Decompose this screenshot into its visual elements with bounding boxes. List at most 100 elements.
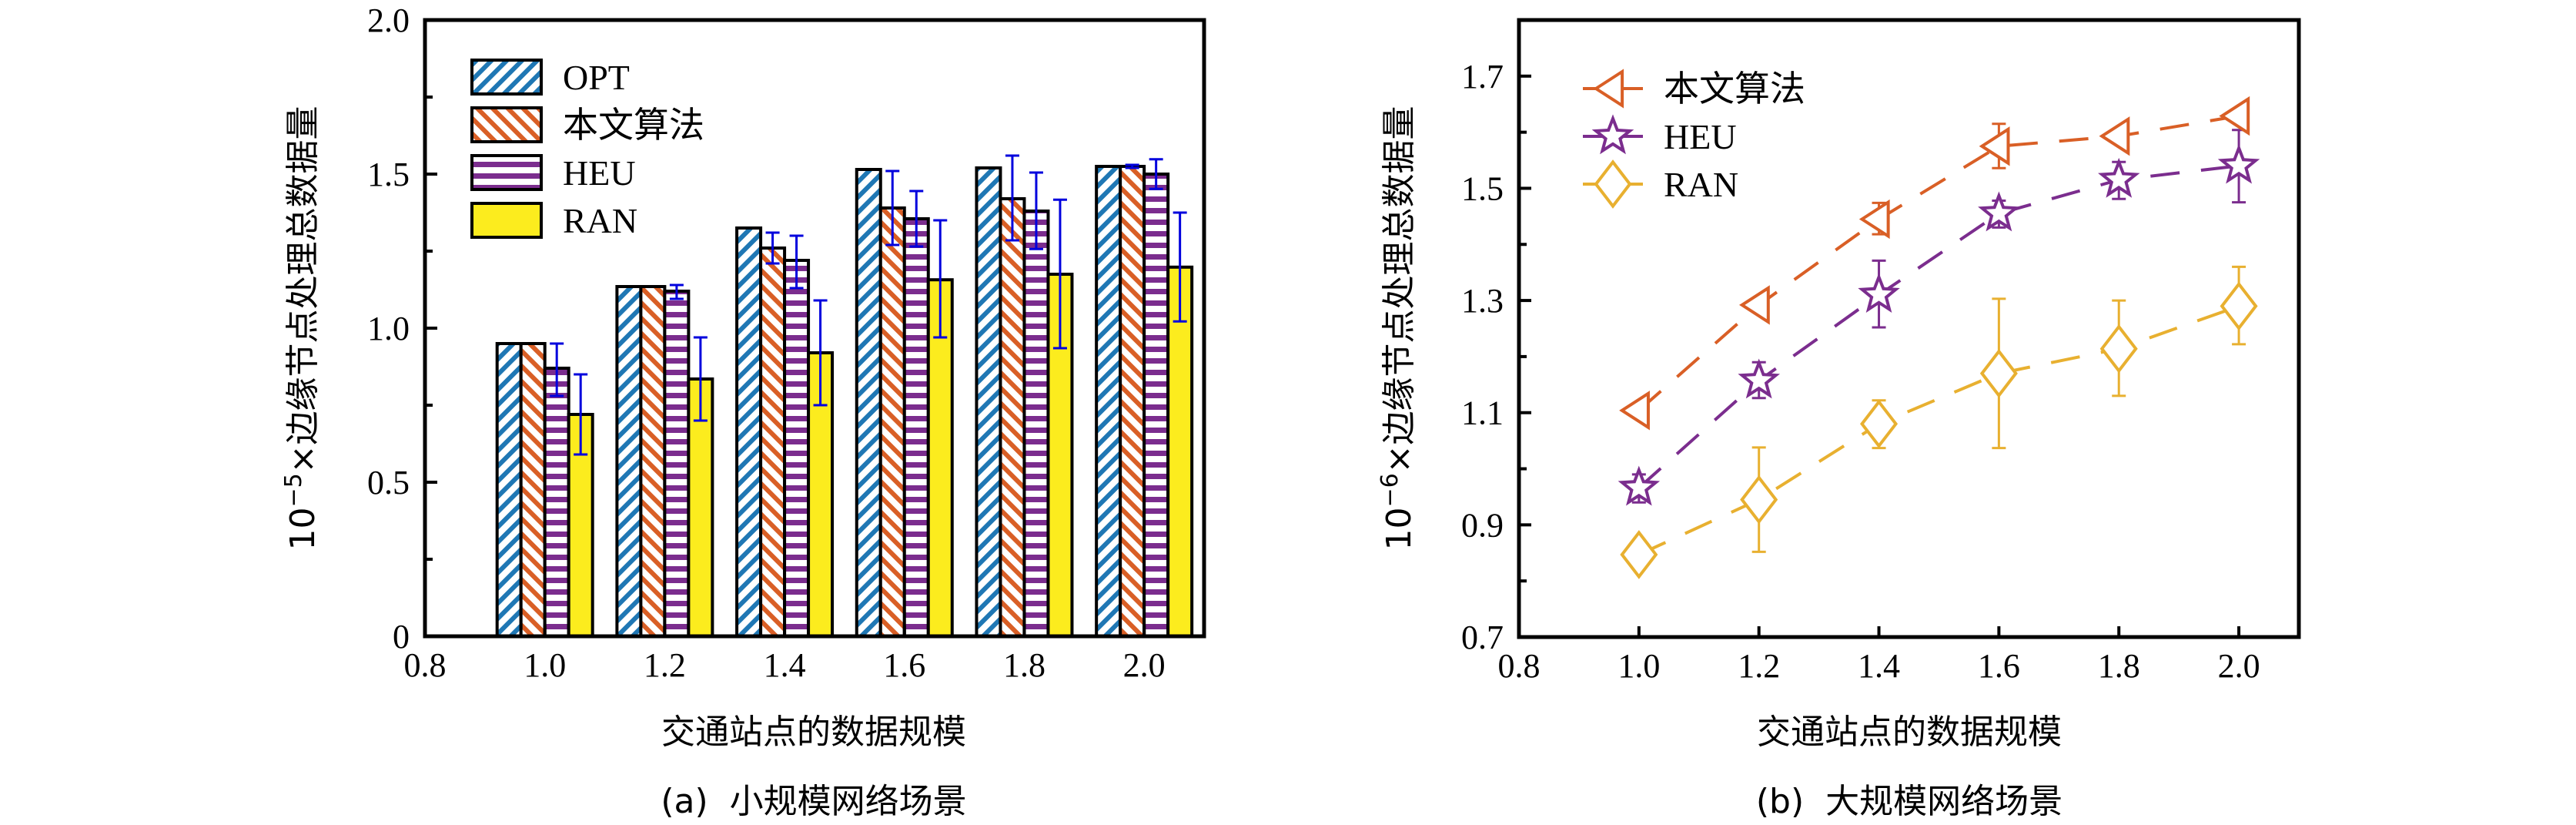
bar-RAN [567,413,594,638]
bar-HEU [543,367,570,638]
marker-left-triangle [1739,285,1770,325]
ylabel-exponent: −6 [1377,473,1403,507]
legend-swatch-RAN [470,202,543,239]
bar-HEU [783,259,811,638]
bar-OPT [1095,165,1122,638]
x-tick-label: 1.2 [1738,647,1780,685]
legend: 本文算法 HEU RAN [1583,69,1805,209]
x-tick-label: 1.0 [524,646,566,684]
bar-OPT [975,166,1002,638]
bar-本文算法 [639,285,667,638]
tick-layer: 0.7 0.9 1.1 1.3 1.5 1.7 0.8 1.0 1.2 1.4 1.6 1.8 2.0 [1461,58,2260,685]
x-tick-label: 1.6 [883,646,925,684]
x-tick-label: 1.6 [1978,647,2020,685]
bar-RAN [687,377,714,638]
legend-label: OPT [563,58,630,97]
bar-本文算法 [519,342,547,638]
y-axis-label: 10−5×边缘节点处理总数据量 [280,106,323,550]
series-line-RAN [1638,304,2240,556]
x-tick-label: 0.8 [404,646,447,684]
bar-RAN [1166,265,1194,638]
legend-label: RAN [563,201,637,240]
marker-left-triangle [2099,116,2130,156]
panel-a-bar-chart: 0 0.5 1.0 1.5 2.0 0.8 1.0 1.2 1.4 1.6 1.8 2.0 OPT 本文… [280,2,1206,821]
legend-label: HEU [563,153,636,193]
marker-left-triangle [1593,69,1624,109]
y-tick-label: 1.0 [367,310,410,347]
tick-layer: 0 0.5 1.0 1.5 2.0 0.8 1.0 1.2 1.4 1.6 1.8 2.0 [367,2,1166,684]
legend-label: RAN [1664,165,1738,204]
marker-diamond [1594,159,1632,209]
legend-label: HEU [1664,117,1737,156]
legend: OPT 本文算法 HEU RAN [470,58,704,240]
ylabel-text: ×边缘节点处理总数据量 [1380,106,1419,473]
x-tick-label: 2.0 [2218,647,2260,685]
marker-star [1978,191,2020,232]
marker-diamond [1860,399,1899,449]
marker-diamond [1979,348,2018,398]
y-tick-label: 0 [393,618,410,656]
bar-本文算法 [878,206,906,638]
x-tick-label: 1.2 [644,646,686,684]
x-tick-label: 1.0 [1618,647,1660,685]
marker-star [2217,143,2260,184]
legend-swatch-HEU [470,154,543,191]
panel-b-line-chart: 0.70.91.11.31.51.70.8 1.0 1.2 1.4 1.6 1.8 2.0 … [1377,18,2301,821]
marker-diamond [1620,530,1658,579]
ylabel-base: 10 [283,508,323,551]
marker-star [2098,157,2140,198]
marker-left-triangle [2219,96,2250,136]
legend-label: 本文算法 [563,106,704,145]
ylabel-text: ×边缘节点处理总数据量 [283,106,323,473]
y-tick-label: 0.9 [1461,506,1504,544]
marker-diamond [1740,475,1778,525]
errorbar-layer [550,154,1187,456]
legend-swatch-本文算法 [470,106,543,143]
y-tick-label: 1.5 [1461,169,1504,207]
marker-left-triangle [1858,199,1890,240]
x-axis-label: 交通站点的数据规模 [661,713,966,752]
bar-本文算法 [1119,165,1146,638]
y-tick-label: 1.3 [1461,282,1504,320]
bar-本文算法 [999,197,1026,638]
legend-label: 本文算法 [1664,69,1805,109]
x-tick-label: 1.4 [764,646,806,684]
y-tick-label: 0.5 [367,464,410,501]
marker-star [1858,273,1900,314]
marker-star [1618,465,1661,506]
x-tick-label: 1.4 [1858,647,1900,685]
axes-frame [1517,18,2301,639]
marker-left-triangle [1979,126,2010,166]
bar-OPT [735,226,763,638]
y-tick-label: 0.7 [1461,619,1504,656]
x-tick-label: 1.8 [1003,646,1045,684]
y-tick-label: 2.0 [367,2,410,39]
panel-caption: (b) 大规模网络场景 [1756,782,2062,821]
x-tick-label: 0.8 [1498,647,1541,685]
x-tick-label: 2.0 [1123,646,1166,684]
bar-本文算法 [759,246,787,638]
series-line-HEU [1638,164,2240,489]
x-axis-label: 交通站点的数据规模 [1757,713,2062,752]
series-line-本文算法 [1638,114,2240,412]
plot-frame [1517,18,2301,639]
y-tick-label: 1.5 [367,156,410,193]
marker-star [1738,358,1780,399]
bar-HEU [902,217,930,638]
bar-OPT [855,168,882,638]
series-line-layer [1638,114,2240,556]
bar-OPT [615,285,643,638]
marker-star [1591,114,1634,155]
y-axis-label: 10−6×边缘节点处理总数据量 [1377,106,1420,550]
bar-OPT [495,342,523,638]
bar-HEU [1022,210,1050,638]
x-tick-label: 1.8 [2098,647,2140,685]
y-tick-label: 1.1 [1461,394,1504,432]
marker-layer [1618,96,2260,579]
ylabel-base: 10 [1380,508,1419,551]
legend-swatch-OPT [470,59,543,96]
panel-caption: (a) 小规模网络场景 [661,782,966,821]
bar-HEU [663,290,691,638]
marker-diamond [2099,324,2138,374]
